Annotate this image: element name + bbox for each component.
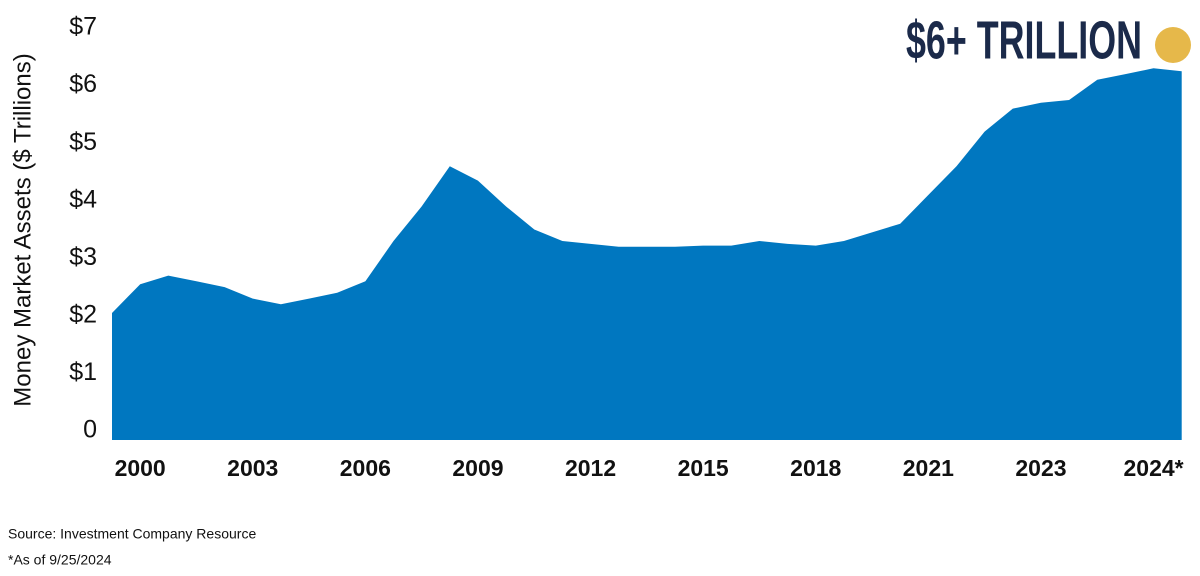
area bbox=[112, 68, 1182, 441]
x-tick-label: 2003 bbox=[227, 455, 278, 481]
footnote: *As of 9/25/2024 bbox=[8, 552, 112, 568]
y-axis-label: Money Market Assets ($ Trillions) bbox=[9, 53, 36, 406]
annotation: $6+ TRILLION bbox=[906, 10, 1142, 70]
x-tick-label: 2009 bbox=[452, 455, 503, 481]
y-tick-label: $2 bbox=[69, 300, 97, 328]
source-note: Source: Investment Company Resource bbox=[8, 526, 256, 542]
x-tick-label: 2012 bbox=[565, 455, 616, 481]
y-tick-label: $5 bbox=[69, 128, 97, 156]
annotation-dot bbox=[1155, 27, 1191, 63]
x-tick-label: 2023 bbox=[1015, 455, 1066, 481]
x-tick-label: 2015 bbox=[678, 455, 729, 481]
x-tick-label: 2018 bbox=[790, 455, 841, 481]
y-tick-label: $6 bbox=[69, 70, 97, 98]
x-tick-label: 2024* bbox=[1123, 455, 1183, 481]
y-tick-label: $1 bbox=[69, 358, 97, 386]
y-tick-label: $4 bbox=[69, 185, 97, 213]
y-tick-label: $7 bbox=[69, 13, 97, 41]
y-tick-label: $3 bbox=[69, 243, 97, 271]
x-tick-label: 2000 bbox=[115, 455, 166, 481]
y-tick-label: 0 bbox=[83, 416, 97, 444]
x-tick-label: 2006 bbox=[340, 455, 391, 481]
x-tick-label: 2021 bbox=[903, 455, 954, 481]
